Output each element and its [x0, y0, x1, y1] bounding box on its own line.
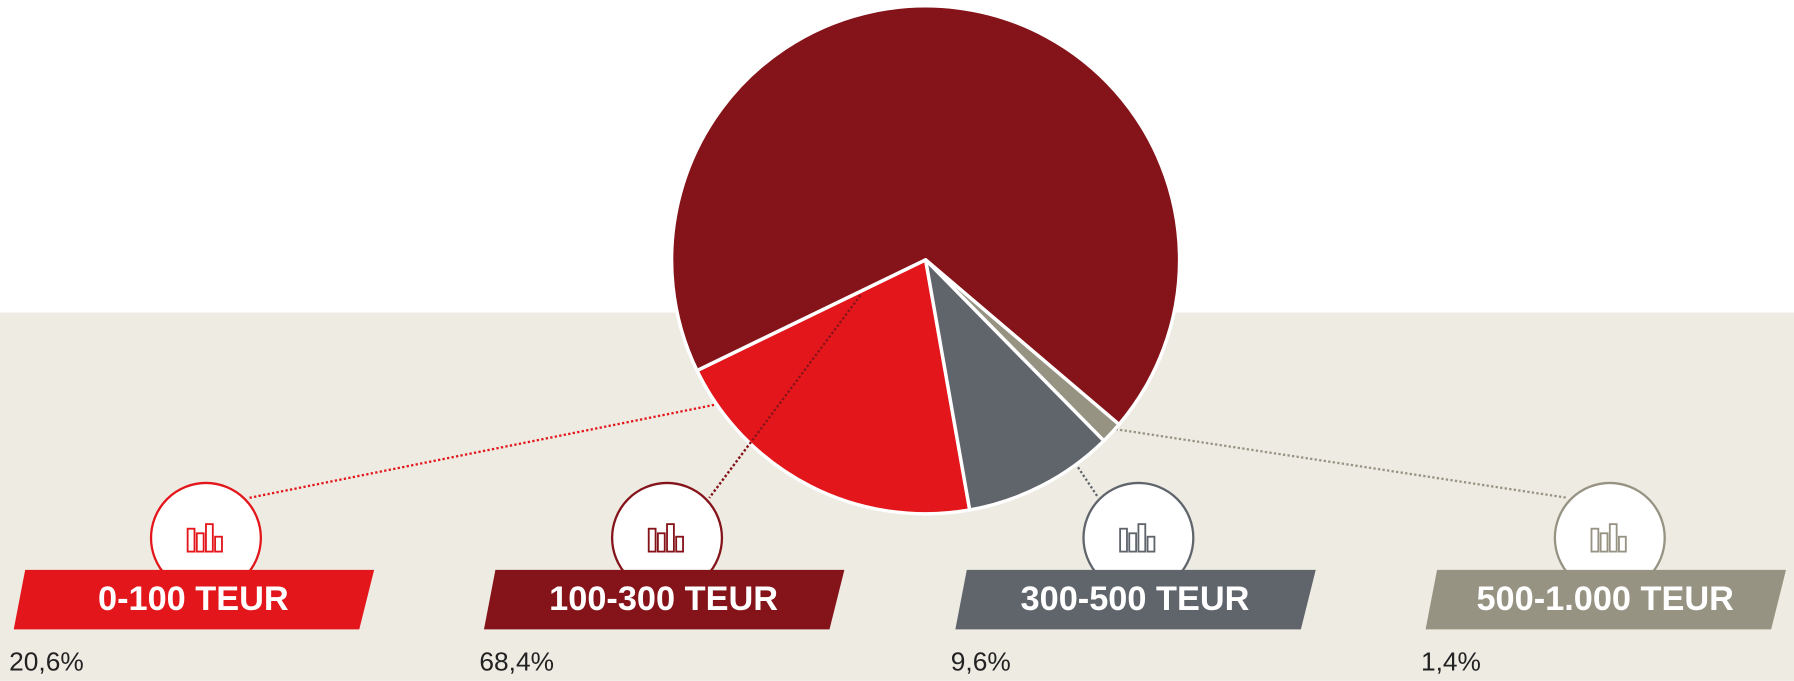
leader-line — [1115, 428, 1568, 499]
leader-line — [249, 402, 719, 499]
icon-bar — [675, 535, 684, 553]
pie-slice — [923, 258, 1106, 512]
category-label: 100-300 TEUR — [549, 580, 778, 618]
icon-bar — [1618, 535, 1627, 553]
bar-icon — [1590, 523, 1627, 553]
icon-bar — [1137, 523, 1147, 553]
icon-bar — [1590, 527, 1600, 553]
icon-bar — [1146, 535, 1156, 553]
icon-bar — [647, 527, 657, 553]
icon-bar — [656, 532, 666, 553]
category-banner — [1425, 569, 1786, 630]
leader-line — [708, 294, 862, 499]
percent-label: 68,4% — [479, 647, 554, 677]
icon-bar — [1599, 532, 1609, 553]
category-label: 0-100 TEUR — [98, 580, 289, 618]
percent-label: 9,6% — [951, 647, 1011, 677]
pie-slice — [695, 258, 972, 516]
category-label: 300-500 TEUR — [1021, 580, 1250, 618]
percent-label: 1,4% — [1421, 647, 1481, 677]
icon-bar — [186, 527, 196, 553]
pie-slice — [669, 4, 1182, 427]
category-label: 500-1.000 TEUR — [1476, 580, 1734, 618]
category-banner — [13, 569, 375, 630]
icon-bar — [1119, 527, 1128, 553]
icon-bar — [1128, 532, 1138, 553]
icon-bar — [1608, 523, 1618, 553]
icon-bar — [205, 523, 214, 553]
bar-icon — [186, 523, 223, 553]
bar-icon — [647, 523, 684, 553]
category-banner — [483, 569, 845, 630]
category-banner — [955, 569, 1316, 630]
icon-bar — [195, 532, 205, 553]
percent-label: 20,6% — [9, 647, 84, 677]
bar-icon — [1119, 523, 1156, 553]
icon-bar — [214, 535, 223, 553]
icon-bar — [666, 523, 675, 553]
